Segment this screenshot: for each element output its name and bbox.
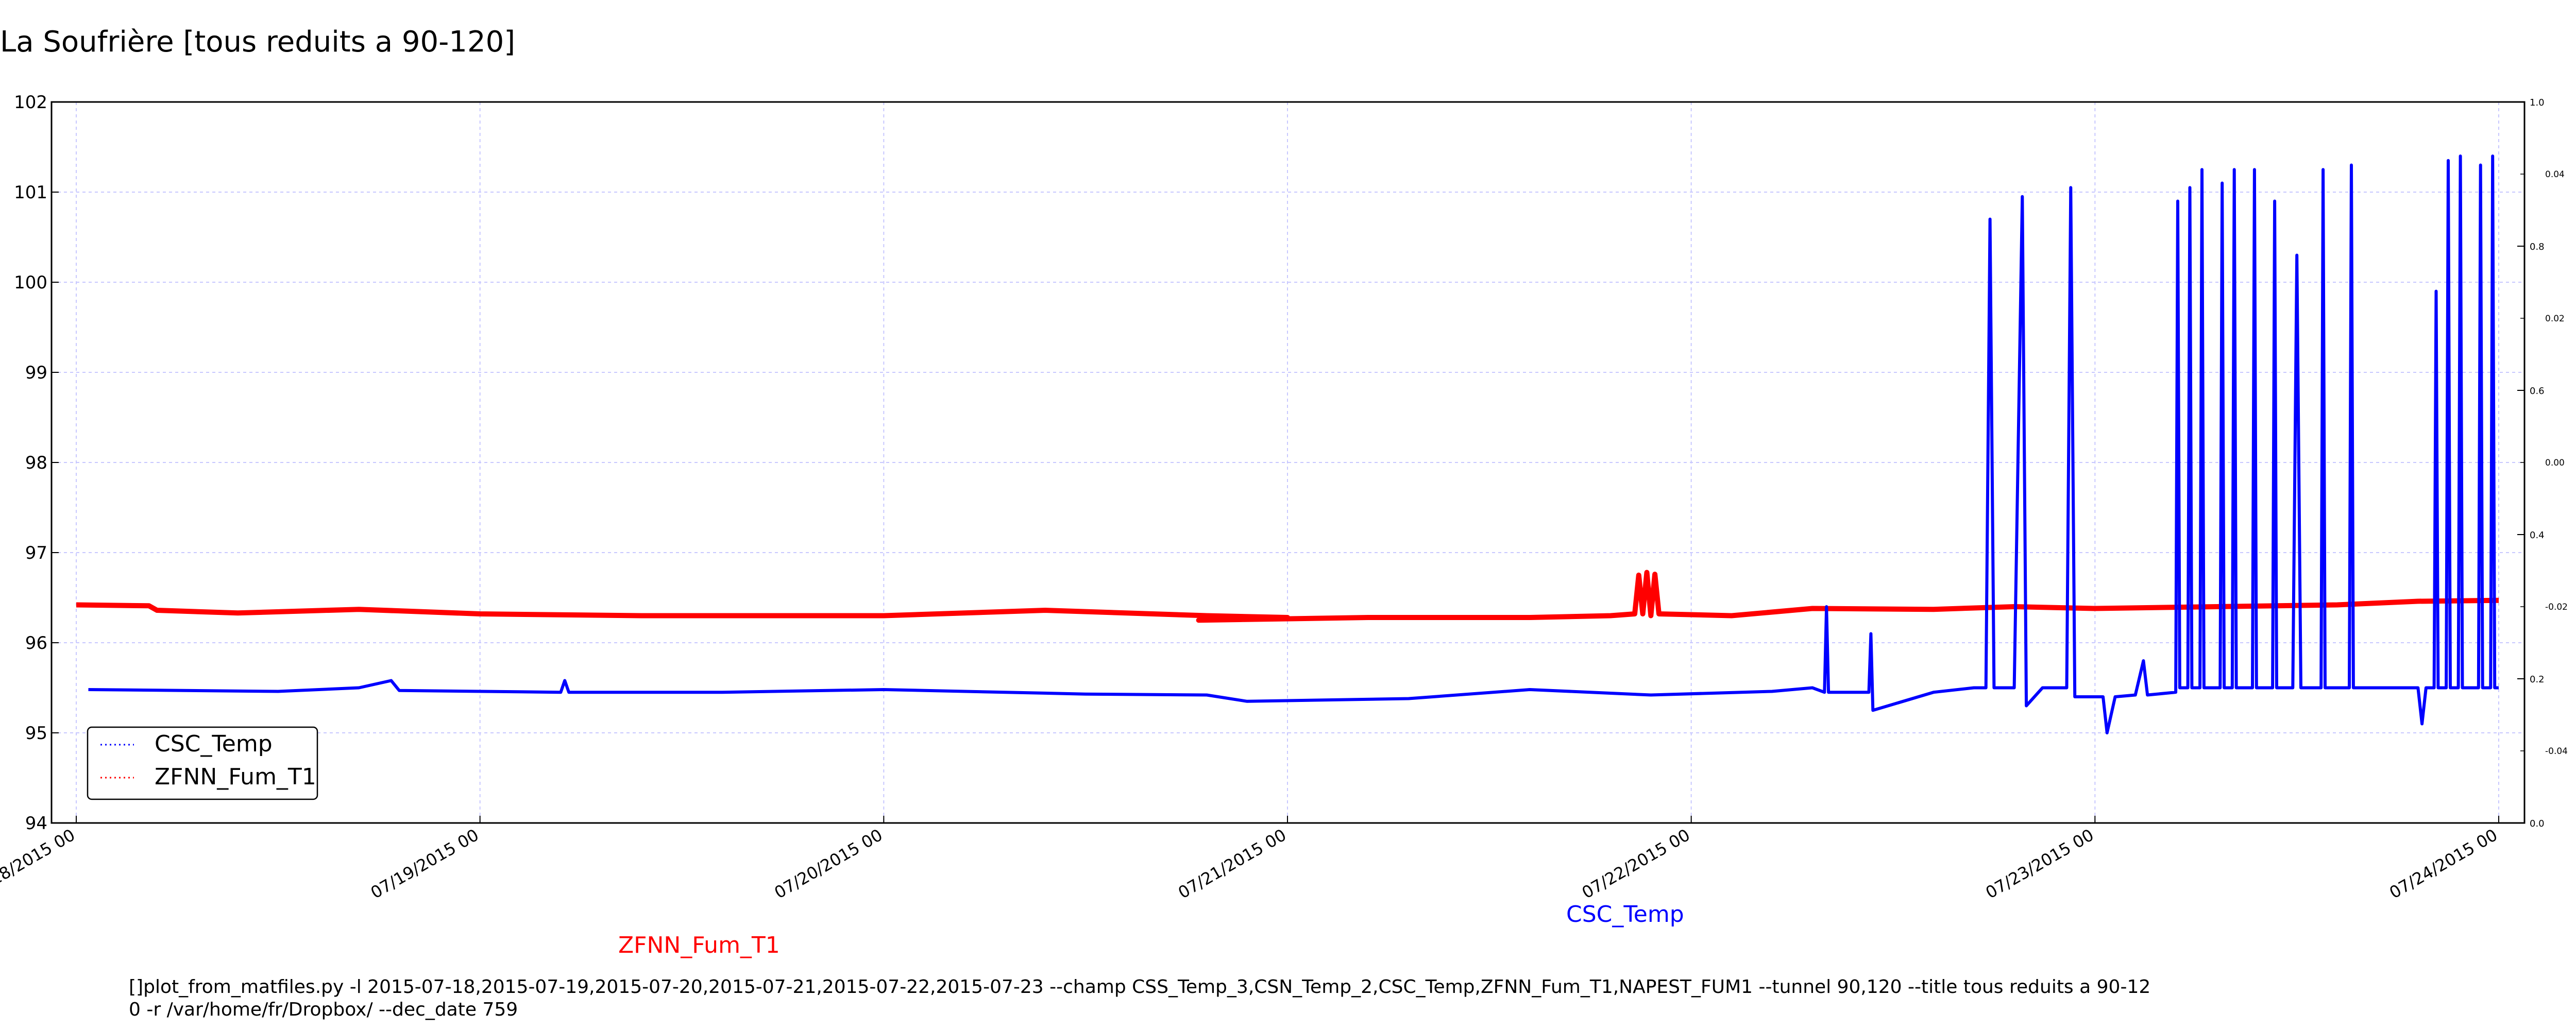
right-inner-tick-label: 0.04 [2545, 169, 2565, 180]
right-inner-tick-label: -0.04 [2545, 746, 2568, 757]
y-tick-label: 100 [14, 272, 47, 293]
legend-label-csc-temp: CSC_Temp [155, 731, 273, 757]
y-tick-label: 98 [25, 453, 47, 473]
command-line-text: []plot_from_matfiles.py -l 2015-07-18,20… [129, 976, 2151, 1020]
y-tick-label: 99 [25, 363, 47, 383]
y-axis: 94 95 96 97 98 99 100 101 102 [14, 92, 59, 834]
y-tick-label: 102 [14, 92, 47, 113]
right-inner-tick-label: 0.00 [2545, 458, 2565, 468]
chart-title: La Soufrière [tous reduits a 90-120] [0, 25, 515, 59]
x-tick-label: 07/24/2015 00 [2386, 825, 2501, 903]
right-tick-label: 0.4 [2530, 530, 2545, 541]
annotation-csc-temp: CSC_Temp [1566, 901, 1684, 928]
legend: CSC_Temp ZFNN_Fum_T1 [87, 726, 318, 800]
y-tick-label: 97 [25, 543, 47, 563]
legend-box [87, 726, 318, 800]
right-inner-tick-label: -0.02 [2545, 602, 2568, 612]
y-tick-label: 94 [25, 813, 47, 834]
x-tick-label: 07/20/2015 00 [771, 825, 886, 903]
right-inner-tick-label: 0.02 [2545, 314, 2565, 324]
y-tick-label: 96 [25, 633, 47, 654]
right-tick-label: 0.2 [2530, 674, 2545, 685]
annotation-zfnn-fum-t1: ZFNN_Fum_T1 [618, 932, 780, 958]
right-tick-label: 0.8 [2530, 242, 2545, 252]
right-tick-label: 0.0 [2530, 818, 2545, 829]
x-tick-label: 07/23/2015 00 [1982, 825, 2097, 903]
x-tick-label: 07/22/2015 00 [1579, 825, 1693, 903]
x-tick-label: 07/21/2015 00 [1175, 825, 1290, 903]
y-tick-label: 95 [25, 723, 47, 744]
legend-label-zfnn-fum-t1: ZFNN_Fum_T1 [155, 764, 316, 790]
series-layer [76, 154, 2499, 734]
right-tick-label: 1.0 [2530, 97, 2545, 108]
series-line-csc-temp [88, 154, 2499, 734]
y-tick-label: 101 [14, 182, 47, 203]
right-axis: 0.0 0.2 0.4 0.6 0.8 1.0 -0.04 -0.02 0.00 0.02 0.04 [2517, 97, 2568, 829]
right-tick-label: 0.6 [2530, 386, 2545, 397]
x-tick-label: 07/19/2015 00 [367, 825, 482, 903]
x-tick-label: 07/18/2015 00 [0, 825, 78, 903]
grid [52, 102, 2524, 823]
x-axis: 07/18/2015 00 07/19/2015 00 07/20/2015 00 0… [0, 816, 2501, 903]
